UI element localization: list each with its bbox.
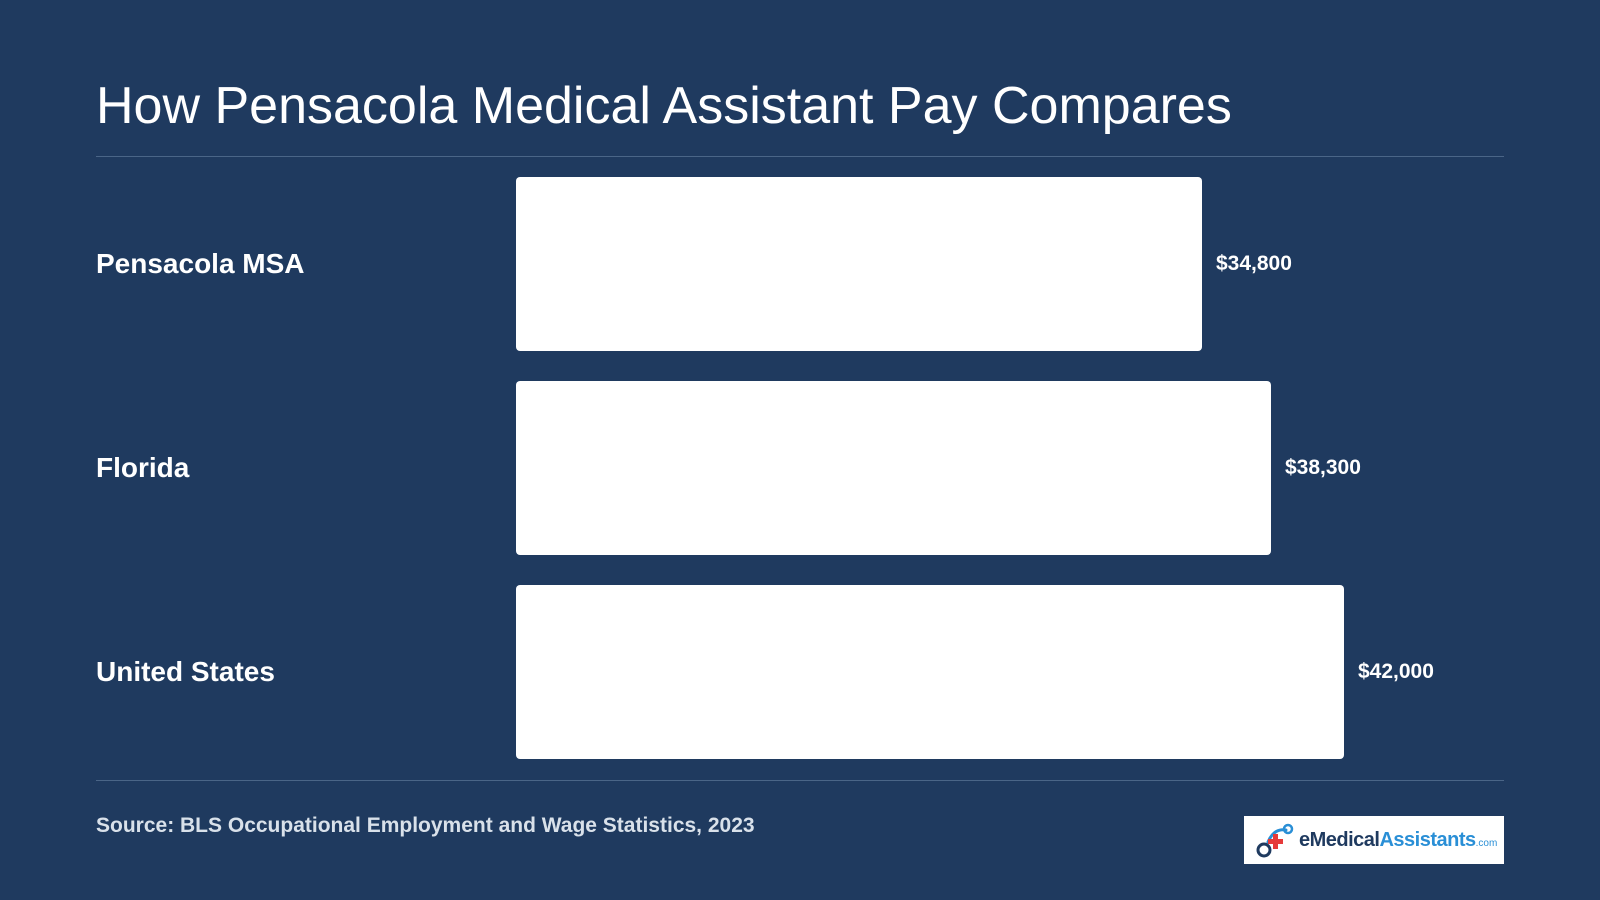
value-label: $42,000 bbox=[1358, 660, 1434, 683]
logo-text-com: .com bbox=[1475, 837, 1498, 849]
category-label: Florida bbox=[96, 452, 190, 483]
value-label: $34,800 bbox=[1216, 252, 1292, 275]
brand-logo: eMedicalAssistants.com bbox=[1244, 816, 1504, 864]
source-note: Source: BLS Occupational Employment and … bbox=[96, 814, 755, 837]
medical-cross-logo-icon bbox=[1256, 823, 1294, 858]
chart-title: How Pensacola Medical Assistant Pay Comp… bbox=[96, 77, 1232, 135]
logo-text-e: e bbox=[1299, 828, 1310, 851]
logo-text-assistants: Assistants bbox=[1379, 828, 1476, 851]
logo-wordmark: eMedicalAssistants.com bbox=[1299, 829, 1497, 852]
top-divider bbox=[96, 156, 1504, 157]
logo-text-medical: Medical bbox=[1309, 828, 1380, 851]
category-label: United States bbox=[96, 656, 275, 687]
bar bbox=[516, 381, 1271, 555]
bar bbox=[516, 177, 1202, 351]
bottom-divider bbox=[96, 780, 1504, 781]
value-label: $38,300 bbox=[1285, 456, 1361, 479]
bar bbox=[516, 585, 1344, 759]
category-label: Pensacola MSA bbox=[96, 248, 305, 279]
